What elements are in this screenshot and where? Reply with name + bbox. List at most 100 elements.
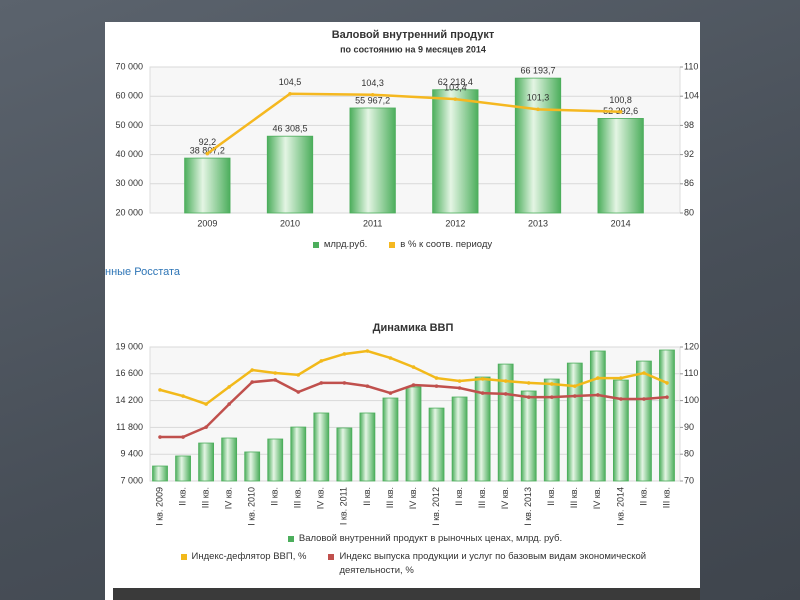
x-tick-label: III кв. (661, 487, 671, 508)
value-label: 55 967,2 (355, 95, 390, 105)
bar (198, 442, 214, 482)
bar (432, 89, 479, 214)
line-point (181, 394, 185, 398)
value-label: 66 193,7 (520, 65, 555, 75)
x-tick-label: III кв. (200, 487, 210, 508)
y2-tick-label: 100 (684, 395, 699, 405)
y-tick-label: 14 200 (115, 395, 143, 405)
source-link[interactable]: нные Росстата (105, 266, 181, 278)
bar (636, 360, 652, 482)
x-tick-label: 2011 (363, 218, 382, 228)
x-tick-label: I кв. 2014 (615, 487, 625, 526)
line-point (642, 397, 646, 401)
legend: млрд.руб. в % к соотв. периоду (105, 238, 700, 252)
x-tick-label: 2010 (280, 218, 300, 228)
bar (613, 379, 629, 482)
line-point (526, 381, 531, 385)
legend-label: Индекс-дефлятор ВВП, % (191, 551, 307, 562)
line-point (573, 394, 577, 398)
line-point (642, 371, 646, 375)
line-point (273, 378, 278, 382)
bar (474, 376, 491, 482)
y2-tick-label: 90 (684, 422, 694, 432)
plot-background (149, 66, 681, 214)
bar (451, 396, 468, 482)
bar (566, 362, 583, 482)
line-point (365, 384, 370, 388)
line-point (549, 382, 554, 386)
y2-tick-label: 110 (684, 61, 698, 71)
line-point (596, 393, 600, 397)
x-tick-label: IV кв. (316, 487, 326, 509)
line-point (388, 356, 393, 360)
line-point (296, 373, 301, 377)
x-tick-label: 2014 (611, 218, 631, 228)
y2-tick-label: 92 (684, 149, 694, 159)
line-point (480, 391, 485, 395)
legend-swatch (389, 242, 396, 248)
line-point (619, 376, 623, 380)
x-tick-label: III кв. (477, 487, 487, 508)
line-point (250, 368, 254, 372)
x-tick-label: I кв. 2013 (523, 487, 533, 526)
line-point (296, 390, 301, 394)
value-label: 62 218,4 (438, 77, 473, 87)
line-point (319, 381, 324, 385)
charts: Валовой внутренний продукт по состоянию … (115, 29, 699, 526)
bar (428, 407, 445, 482)
legend-item: Индекс выпуска продукции и услуг по базо… (328, 550, 669, 578)
legend-label: млрд.руб. (323, 239, 368, 250)
value-label: 101,3 (527, 93, 550, 103)
x-tick-label: II кв. (638, 487, 648, 506)
y2-tick-label: 80 (684, 449, 694, 459)
line-point (503, 392, 508, 396)
value-label: 104,3 (361, 78, 384, 88)
x-tick-label: 2013 (528, 218, 548, 228)
x-tick-label: II кв. (454, 487, 464, 506)
legend-item: млрд.руб. (312, 238, 368, 252)
bar (152, 465, 168, 482)
line-point (205, 151, 210, 156)
x-tick-label: III кв. (385, 487, 395, 508)
line-point (457, 379, 462, 383)
value-label: 46 308,5 (272, 124, 307, 134)
x-tick-label: I кв. 2012 (431, 487, 441, 526)
line-point (158, 388, 162, 392)
line-point (227, 402, 231, 406)
line-point (665, 395, 669, 399)
y2-tick-label: 98 (684, 120, 694, 130)
bar (313, 412, 330, 482)
legend-item: Валовой внутренний продукт в рыночных це… (165, 532, 685, 546)
line-point (457, 386, 462, 390)
line-point (319, 359, 324, 363)
legend-swatch (328, 554, 335, 560)
line-point (342, 352, 347, 356)
line-point (619, 397, 623, 401)
bar (290, 426, 307, 482)
x-tick-label: II кв. (546, 487, 556, 506)
chart-subtitle: по состоянию на 9 месяцев 2014 (340, 44, 486, 54)
line-point (365, 349, 370, 353)
bar (336, 427, 353, 482)
y-tick-label: 60 000 (115, 91, 143, 101)
y-tick-label: 7 000 (120, 475, 143, 485)
bar (175, 455, 191, 482)
bar (589, 350, 606, 482)
x-tick-label: IV кв. (500, 487, 510, 509)
bar (597, 118, 644, 214)
line-point (273, 371, 278, 375)
legend: Валовой внутренний продукт в рыночных це… (165, 532, 685, 578)
line-point (158, 435, 162, 439)
footer-strip (113, 588, 700, 600)
y2-tick-label: 110 (684, 368, 698, 378)
x-tick-label: II кв. (270, 487, 280, 506)
line-point (288, 91, 292, 96)
legend-label: Индекс выпуска продукции и услуг по базо… (339, 551, 647, 576)
bar (405, 386, 422, 482)
line-point (204, 425, 208, 429)
x-tick-label: III кв. (569, 487, 579, 508)
bar (382, 397, 399, 482)
line-point (573, 384, 577, 388)
bar (244, 451, 261, 482)
